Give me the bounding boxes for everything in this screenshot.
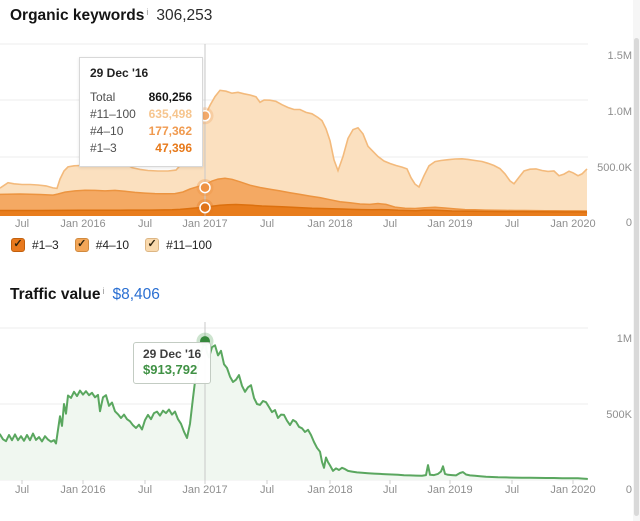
tooltip-row-1-3: #1–3 47,396	[90, 140, 192, 157]
y-axis-label: 500K	[606, 409, 632, 421]
x-axis-label: Jan 2016	[60, 218, 106, 230]
x-axis-label: Jul	[259, 484, 275, 496]
checkbox-1-3[interactable]: ✓	[11, 238, 25, 252]
traffic-value-tooltip: 29 Dec '16 $913,792	[133, 342, 212, 384]
x-axis-label: Jan 2018	[307, 484, 353, 496]
x-axis-label: Jan 2019	[427, 484, 473, 496]
x-axis-label: Jan 2019	[427, 218, 473, 230]
legend-label-1-3: #1–3	[32, 238, 59, 252]
tooltip-label: Total	[90, 90, 116, 104]
legend-label-4-10: #4–10	[95, 238, 130, 252]
checkbox-11-100[interactable]: ✓	[145, 237, 160, 252]
tooltip-value: $913,792	[143, 362, 198, 377]
organic-keywords-legend: ✓ #1–3 ✓ #4–10 ✓ #11–100	[11, 238, 212, 252]
tooltip-date: 29 Dec '16	[143, 347, 202, 361]
x-axis-label: Jan 2020	[550, 218, 596, 230]
x-axis-label: Jul	[14, 218, 30, 230]
checkbox-4-10[interactable]: ✓	[74, 237, 89, 252]
checkmark-icon: ✓	[147, 237, 157, 250]
legend-item-4-10[interactable]: ✓ #4–10	[74, 237, 130, 252]
y-axis-label: 1M	[616, 333, 632, 345]
info-icon[interactable]: i	[102, 286, 105, 296]
checkmark-icon: ✓	[13, 237, 23, 250]
organic-keywords-title: Organic keywords	[10, 7, 145, 24]
tooltip-value: 47,396	[155, 141, 192, 155]
x-axis-label: Jan 2017	[182, 218, 228, 230]
x-axis-label: Jul	[504, 218, 520, 230]
y-axis-label: 1.0M	[607, 106, 632, 118]
x-axis-label: Jan 2018	[307, 218, 353, 230]
scrollbar-thumb[interactable]	[634, 38, 639, 516]
x-axis-label: Jul	[504, 484, 520, 496]
tooltip-label: #1–3	[90, 141, 117, 155]
tooltip-date: 29 Dec '16	[90, 66, 149, 80]
x-axis-label: Jul	[137, 484, 153, 496]
y-axis-label: 0	[625, 217, 632, 229]
x-axis-label: Jul	[259, 218, 275, 230]
traffic-value-amount[interactable]: $8,406	[112, 286, 160, 303]
y-axis-label: 500.0K	[597, 162, 632, 174]
checkmark-icon: ✓	[77, 237, 87, 250]
organic-keywords-count: 306,253	[156, 7, 213, 24]
tooltip-value: 177,362	[148, 124, 192, 138]
tooltip-label: #4–10	[90, 124, 124, 138]
legend-label-11-100: #11–100	[166, 238, 212, 252]
x-axis-label: Jul	[382, 218, 398, 230]
info-icon[interactable]: i	[146, 7, 149, 17]
traffic-value-chart[interactable]	[0, 312, 640, 484]
x-axis-label: Jan 2020	[550, 484, 596, 496]
x-axis-label: Jan 2016	[60, 484, 106, 496]
x-axis-label: Jul	[14, 484, 30, 496]
y-axis-label: 0	[625, 484, 632, 496]
traffic-value-title: Traffic value	[10, 286, 101, 303]
traffic-value-header: Traffic value i $8,406	[10, 286, 160, 304]
x-axis-label: Jul	[382, 484, 398, 496]
tooltip-value: 635,498	[148, 107, 192, 121]
tooltip-row-11-100: #11–100 635,498	[90, 106, 192, 123]
scrollbar-track[interactable]	[633, 0, 640, 521]
tooltip-label: #11–100	[90, 107, 136, 121]
x-axis-label: Jan 2017	[182, 484, 228, 496]
x-axis-label: Jul	[137, 218, 153, 230]
legend-item-1-3[interactable]: ✓ #1–3	[11, 238, 59, 252]
y-axis-label: 1.5M	[607, 50, 632, 62]
legend-item-11-100[interactable]: ✓ #11–100	[145, 238, 212, 252]
tooltip-value: 860,256	[148, 90, 192, 104]
organic-keywords-tooltip: 29 Dec '16 Total 860,256 #11–100 635,498…	[79, 57, 203, 167]
tooltip-row-4-10: #4–10 177,362	[90, 123, 192, 140]
tooltip-row-total: Total 860,256	[90, 89, 192, 106]
organic-keywords-header: Organic keywords i 306,253	[10, 7, 212, 25]
